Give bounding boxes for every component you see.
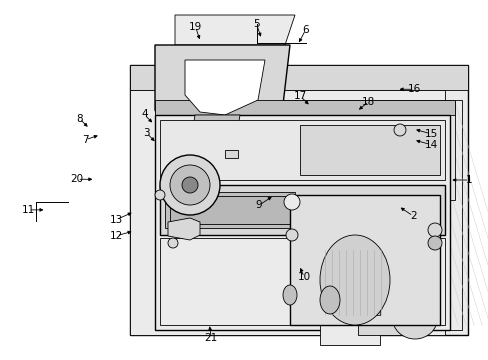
Polygon shape	[299, 125, 439, 175]
Polygon shape	[168, 218, 200, 240]
Ellipse shape	[319, 286, 339, 314]
Text: 16: 16	[407, 84, 421, 94]
Text: 7: 7	[82, 135, 89, 145]
Polygon shape	[319, 308, 379, 345]
Polygon shape	[155, 100, 454, 200]
Polygon shape	[170, 196, 289, 224]
Text: 12: 12	[109, 231, 123, 241]
Polygon shape	[200, 148, 229, 162]
Polygon shape	[357, 300, 419, 335]
Polygon shape	[155, 100, 454, 115]
Circle shape	[168, 238, 178, 248]
Text: 4: 4	[141, 109, 147, 120]
Ellipse shape	[392, 297, 437, 339]
Polygon shape	[192, 115, 240, 152]
Text: 18: 18	[361, 96, 375, 107]
Text: 5: 5	[253, 19, 260, 30]
Text: 13: 13	[109, 215, 123, 225]
Text: 6: 6	[302, 25, 308, 35]
Text: 11: 11	[21, 205, 35, 215]
Polygon shape	[224, 150, 238, 158]
Circle shape	[284, 194, 299, 210]
Polygon shape	[184, 60, 264, 115]
Ellipse shape	[283, 285, 296, 305]
Polygon shape	[175, 15, 294, 45]
Circle shape	[160, 155, 220, 215]
Text: 9: 9	[255, 200, 262, 210]
Polygon shape	[160, 185, 444, 235]
Text: 17: 17	[293, 91, 307, 102]
Polygon shape	[130, 90, 444, 335]
Circle shape	[285, 229, 297, 241]
Polygon shape	[164, 192, 294, 228]
Circle shape	[337, 266, 346, 274]
Text: 2: 2	[409, 211, 416, 221]
Text: 19: 19	[188, 22, 202, 32]
Circle shape	[427, 236, 441, 250]
Text: 3: 3	[143, 128, 150, 138]
Polygon shape	[155, 45, 289, 165]
Polygon shape	[337, 270, 357, 280]
Text: 21: 21	[204, 333, 218, 343]
Polygon shape	[359, 272, 439, 295]
Polygon shape	[374, 276, 434, 291]
Text: 20: 20	[71, 174, 83, 184]
Polygon shape	[155, 115, 449, 330]
Polygon shape	[155, 100, 461, 330]
Polygon shape	[130, 65, 467, 90]
Circle shape	[170, 165, 209, 205]
Text: 10: 10	[297, 272, 310, 282]
Polygon shape	[160, 120, 444, 180]
Text: 14: 14	[424, 140, 437, 150]
Polygon shape	[130, 65, 467, 335]
Circle shape	[427, 223, 441, 237]
Polygon shape	[160, 238, 444, 325]
Circle shape	[393, 124, 405, 136]
Polygon shape	[354, 265, 369, 275]
Circle shape	[155, 190, 164, 200]
Circle shape	[182, 177, 198, 193]
Text: 15: 15	[424, 129, 437, 139]
Polygon shape	[289, 195, 439, 325]
Polygon shape	[362, 305, 379, 315]
Text: 1: 1	[465, 175, 472, 185]
Text: 8: 8	[76, 114, 83, 124]
Ellipse shape	[319, 235, 389, 325]
Polygon shape	[160, 105, 459, 325]
